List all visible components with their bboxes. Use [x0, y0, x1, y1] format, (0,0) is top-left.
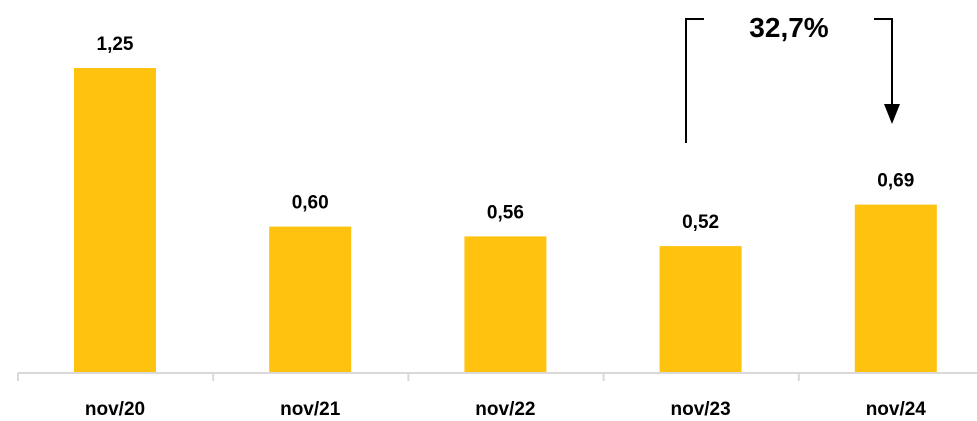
bracket-right [874, 18, 893, 104]
bar [74, 68, 156, 373]
bars-layer [74, 68, 937, 373]
x-tick-label: nov/20 [85, 399, 145, 420]
x-tick-label: nov/22 [475, 399, 535, 420]
change-percent-label: 32,7% [749, 12, 828, 43]
data-label: 0,56 [487, 202, 524, 223]
x-tick-labels: nov/20 nov/21 nov/22 nov/23 nov/24 [85, 399, 926, 420]
x-tick-label: nov/21 [280, 399, 341, 420]
value-labels-layer: 1,25 0,60 0,56 0,52 0,69 [97, 34, 915, 233]
data-label: 0,52 [682, 212, 719, 233]
data-label: 0,60 [292, 193, 329, 214]
bar [659, 246, 742, 373]
bracket-left [685, 18, 704, 143]
data-label: 1,25 [97, 34, 134, 55]
x-tick-label: nov/24 [866, 399, 927, 420]
bar [269, 226, 352, 373]
bar [464, 236, 547, 373]
data-label: 0,69 [877, 171, 914, 192]
change-annotation: 32,7% [685, 12, 900, 143]
bar [854, 204, 937, 373]
x-tick-label: nov/23 [670, 399, 730, 420]
x-axis [17, 372, 977, 381]
arrow-head-icon [884, 104, 900, 124]
